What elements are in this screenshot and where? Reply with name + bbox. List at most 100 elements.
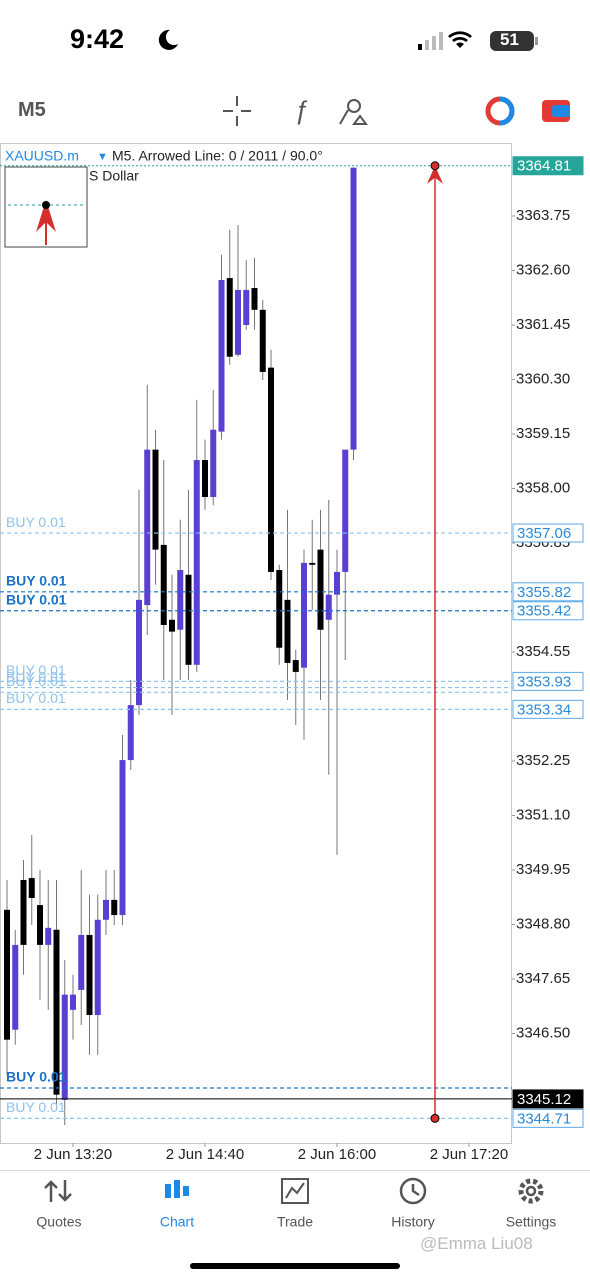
objects-icon[interactable] [339,99,368,125]
candle-body [202,460,208,498]
indicator-icon[interactable]: ƒ [294,95,308,125]
y-tick-label: 3346.50 [516,1024,570,1041]
candle-body [342,449,349,572]
order-label: BUY 0.01 [6,668,66,684]
y-tick-label: 3361.45 [516,316,570,333]
candle-body [309,562,316,565]
tab-icon[interactable] [44,1180,72,1202]
trade-icon[interactable] [485,96,515,126]
candle-body [218,279,225,432]
order-price-tag: 3353.93 [517,673,571,690]
order-price-tag-box [512,671,584,691]
order-price-tag: 3355.82 [517,584,571,601]
order-label: BUY 0.01 [6,591,67,607]
status-icons [418,31,538,51]
home-indicator [190,1263,400,1269]
account-icon[interactable] [542,100,570,122]
watermark: @Emma Liu08 [420,1234,533,1253]
order-label: BUY 0.01 [6,1099,66,1115]
candle-body [37,905,43,945]
arrowhead [427,165,443,184]
candle-body [70,994,76,1010]
candle-body [152,449,159,550]
tab-label[interactable]: Settings [506,1214,557,1230]
toolbar-icons: ƒ [223,95,570,126]
tab-icon[interactable] [399,1177,427,1205]
y-tick-label: 3351.10 [516,806,570,823]
candle-body [61,994,68,1100]
candle-body [28,878,35,898]
tab-label[interactable]: History [391,1214,435,1230]
candle-body [317,549,324,630]
y-tick-label: 3363.75 [516,207,570,224]
symbol-dropdown[interactable]: ▼ [97,151,108,163]
order-label: BUY 0.01 [6,514,66,530]
candle-body [136,599,142,706]
bid-price-tag-box [512,1089,584,1109]
moon-icon [158,29,178,50]
candle-body [226,278,233,357]
tab-icon[interactable] [281,1178,309,1204]
candle-body [251,288,258,310]
candle-body [160,544,167,625]
candle-body [78,934,85,990]
order-price-tag: 3344.71 [517,1110,571,1127]
candle-body [12,944,19,1030]
tab-icon[interactable] [165,1180,189,1198]
symbol[interactable]: XAUUSD.m [5,148,79,164]
tab-icon[interactable] [518,1178,544,1204]
arrow-point [430,1113,440,1123]
candle-body [268,367,274,572]
y-tick-label: 3349.95 [516,861,570,878]
y-tick-label: 3358.00 [516,479,570,496]
candle-body [45,927,52,945]
tab-label[interactable]: Quotes [36,1214,81,1230]
timeframe-button[interactable]: M5 [18,99,46,121]
candle-body [243,289,250,325]
tab-label[interactable]: Chart [160,1214,194,1230]
x-tick-label: 2 Jun 13:20 [34,1146,112,1163]
candle-body [193,460,200,665]
candle-body [284,599,291,663]
candle-body [259,309,266,372]
clock: 9:42 [70,24,125,54]
tab-bar: Quotes Chart Trade History Settings [0,1170,590,1269]
symbol-name: S Dollar [89,168,139,184]
order-price-tag: 3355.42 [517,603,571,620]
bid-price-tag: 3345.12 [517,1091,571,1108]
y-tick-label: 3360.30 [516,370,570,387]
order-price-tag-box [512,523,584,543]
y-tick-label: 3354.55 [516,643,570,660]
y-tick-label: 3347.65 [516,970,570,987]
tab-label[interactable]: Trade [277,1214,313,1230]
order-price-tag-box [512,601,584,621]
order-price-tag: 3357.06 [517,525,571,542]
arrow-price-tag: 3364.81 [517,158,571,175]
order-price-tag-box [512,582,584,602]
crosshair-icon[interactable] [223,96,251,126]
timeframe-info: M5. Arrowed Line: 0 / 2011 / 90.0° [112,148,323,164]
x-tick-label: 2 Jun 16:00 [298,1146,376,1163]
y-tick-label: 3348.80 [516,915,570,932]
candle-body [20,879,27,945]
arrow-point [430,161,440,171]
candle-body [127,705,134,761]
candle-body [4,909,10,1040]
candle-body [235,289,241,355]
candle-body [301,562,307,668]
candle-body [292,660,299,672]
order-price-tag-box [512,1108,584,1128]
y-tick-label: 3359.15 [516,425,570,442]
preview-point [42,201,50,209]
candle-body [185,574,192,665]
x-tick-label: 2 Jun 17:20 [430,1146,508,1163]
plot-frame [0,143,512,1144]
order-price-tag-box [512,699,584,719]
candle-body [350,167,357,450]
candle-body [210,429,217,498]
chart: XAUUSD.m ▼ M5. Arrowed Line: 0 / 2011 / … [0,143,584,1163]
candle-body [103,899,109,920]
order-label: BUY 0.01 [6,662,66,678]
arrow-price-tag-box [512,156,584,176]
